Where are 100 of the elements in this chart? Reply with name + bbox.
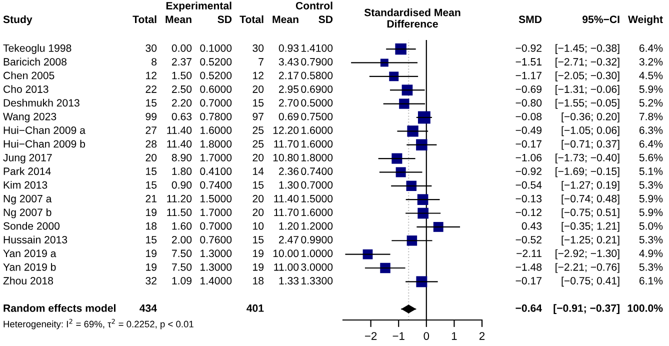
data-label: 5.6% <box>639 154 663 162</box>
data-label: 5.0% <box>639 222 663 230</box>
data-label: −0.52 <box>516 236 542 244</box>
data-label: [−2.05; −0.30] <box>556 71 620 82</box>
data-label: 401 <box>246 304 264 312</box>
data-label: −0.12 <box>516 208 542 216</box>
category-label: Hui−Chan 2009 b <box>4 140 86 148</box>
data-label: −0.13 <box>516 194 542 202</box>
data-label: [−0.75; 0.41] <box>562 276 620 287</box>
data-label: 5.1% <box>639 168 663 176</box>
data-label: 5.9% <box>639 85 663 93</box>
data-label: [−0.36; 0.20] <box>562 112 620 122</box>
data-label: 11.40 <box>167 140 192 148</box>
text: SD <box>318 16 333 24</box>
data-label: 0.6900 <box>301 85 333 93</box>
data-label: 1.80 <box>172 168 192 176</box>
data-label: 15 <box>146 236 157 244</box>
data-label: 97 <box>252 112 264 120</box>
data-label: [−1.73; −0.40] <box>556 154 620 164</box>
data-label: 30 <box>146 44 157 52</box>
data-label: 27 <box>146 126 156 134</box>
data-label: 99 <box>146 112 156 120</box>
data-label: 3.43 <box>278 58 299 66</box>
data-label: 0.90 <box>172 181 192 189</box>
data-label: 1.3000 <box>200 250 232 258</box>
data-label: 2.20 <box>172 99 192 107</box>
data-label: 15 <box>146 99 157 107</box>
data-label: 5.9% <box>639 194 663 202</box>
data-label: [−1.05; 0.06] <box>562 126 620 136</box>
data-label: 20 <box>252 85 264 93</box>
data-label: 0.7900 <box>301 58 333 66</box>
data-label: 1.2000 <box>302 222 333 230</box>
data-label: −0.80 <box>516 99 542 107</box>
data-label: 0.9900 <box>301 236 333 244</box>
data-label: 1.4100 <box>302 44 333 52</box>
data-label: [−0.75; 0.51] <box>562 208 620 218</box>
data-label: 15 <box>253 99 264 107</box>
data-label: 15 <box>146 181 157 189</box>
data-label: −0.08 <box>516 112 542 120</box>
data-label: 19 <box>146 208 156 216</box>
data-label: [−2.21; −0.76] <box>556 263 620 273</box>
category-label: Hussain 2013 <box>4 236 68 244</box>
chart-title: Standardised Mean Difference <box>364 8 460 28</box>
text: Control <box>296 2 332 10</box>
data-label: 2.37 <box>172 58 192 66</box>
data-label: 20 <box>146 154 157 162</box>
text: Total <box>132 15 156 24</box>
category-label: Ng 2007 a <box>4 194 52 204</box>
data-label: [−2.92; −1.30] <box>556 249 620 260</box>
data-label: 3.2% <box>639 58 663 66</box>
data-label: 8.90 <box>172 154 192 162</box>
category-label: Chen 2005 <box>4 71 54 80</box>
x-tick-label: −2 <box>365 332 377 340</box>
data-label: 0.7500 <box>301 112 333 120</box>
category-label: Zhou 2018 <box>3 276 54 285</box>
data-label: 0.7400 <box>200 181 232 189</box>
data-label: 1.50 <box>172 72 192 80</box>
data-label: 1.5000 <box>302 194 333 202</box>
data-label: 18 <box>146 222 157 230</box>
data-label: 4.5% <box>639 72 663 80</box>
data-label: 21 <box>146 194 156 202</box>
category-label: Yan 2019 a <box>3 250 56 258</box>
data-label: 0.7600 <box>200 236 232 244</box>
data-label: 5.3% <box>639 181 663 189</box>
data-label: 1.8000 <box>302 154 333 162</box>
data-label: 11.20 <box>167 194 192 202</box>
data-label: 19 <box>146 250 156 258</box>
data-label: −0.17 <box>516 277 542 285</box>
data-label: 11.50 <box>167 208 192 216</box>
data-label: 1.5000 <box>200 194 232 202</box>
data-label: 6.3% <box>639 126 663 134</box>
data-label: 20 <box>252 154 264 162</box>
data-label: 1.6000 <box>302 208 333 216</box>
category-label: Baricich 2008 <box>4 58 66 66</box>
data-label: 1.20 <box>279 222 299 230</box>
data-label: 12 <box>253 72 264 80</box>
data-label: 0.69 <box>278 112 298 120</box>
data-label: 5.3% <box>639 263 663 271</box>
data-label: −0.49 <box>516 126 542 134</box>
data-label: 28 <box>146 140 157 148</box>
data-label: [−1.25; 0.21] <box>562 236 620 246</box>
data-label: −0.69 <box>516 85 542 93</box>
category-label: Park 2014 <box>4 167 51 176</box>
data-label: 1.33 <box>279 277 299 285</box>
data-label: −0.17 <box>516 140 542 148</box>
data-label: 2.50 <box>172 85 192 93</box>
data-label: 1.6000 <box>302 126 333 134</box>
data-label: 0.5800 <box>301 72 333 80</box>
data-label: 3.0000 <box>301 263 333 271</box>
data-label: 6.4% <box>639 44 663 52</box>
data-label: [−2.71; −0.32] <box>556 58 620 68</box>
data-label: [−1.27; 0.19] <box>562 180 620 191</box>
data-label: 8 <box>152 58 157 66</box>
data-label: 20 <box>252 208 264 216</box>
data-label: 1.30 <box>279 181 299 189</box>
text: Weight <box>628 15 663 26</box>
x-tick-label: 2 <box>479 332 485 340</box>
text: Study <box>3 15 32 26</box>
data-label: 7.50 <box>172 250 192 258</box>
data-label: 2.47 <box>278 236 298 244</box>
